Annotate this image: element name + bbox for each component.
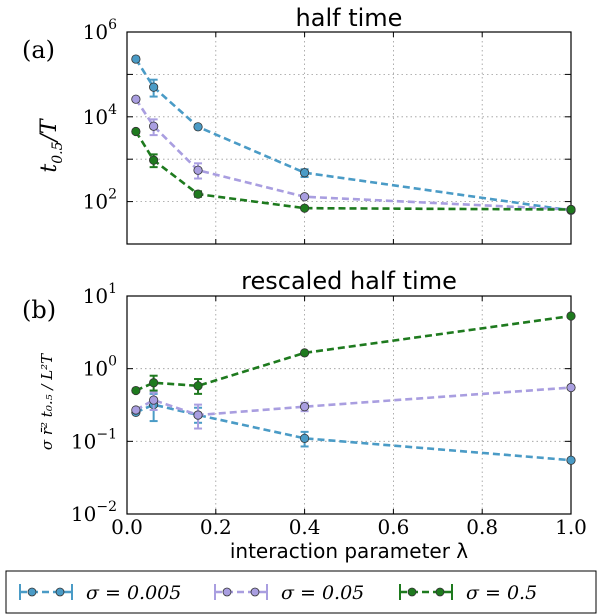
- panel-b-data-point: [566, 311, 576, 321]
- panel-b-title: rescaled half time: [241, 267, 457, 295]
- panel-b-ytick-label: 100: [83, 354, 117, 381]
- panel-a-data-point: [193, 189, 203, 199]
- panel-a-ytick-label: 104: [83, 102, 117, 129]
- panel-a-data-point: [149, 82, 159, 92]
- panel-a-data-point: [131, 126, 141, 137]
- panel-b-data-point: [299, 348, 310, 358]
- panel-b-data-point: [149, 378, 159, 388]
- panel-a-data-point: [566, 204, 576, 215]
- panel-b-ylabel: σ r̄² t₀.₅ / L²T: [38, 353, 56, 450]
- panel-b-series-line: [135, 386, 572, 417]
- legend-marker: [222, 587, 232, 597]
- panel-b-yticks: 10−2 10−1 100 101: [71, 281, 117, 526]
- panel-b-data-point: [193, 410, 203, 420]
- legend-marker: [27, 587, 37, 597]
- panel-a-data-point: [149, 155, 159, 165]
- panel-a-data-point: [193, 122, 203, 132]
- x-tick-label: 0.8: [466, 515, 498, 539]
- panel-b-data-point: [131, 385, 141, 396]
- panel-b: 10−2 10−1 100 101 rescaled half time (b) σ …: [22, 267, 576, 526]
- legend-marker: [407, 587, 417, 597]
- panel-b-series-line: [135, 403, 572, 462]
- panel-b-data-point: [566, 382, 576, 393]
- legend-label: σ = 0.005: [86, 582, 181, 604]
- panel-a-data-point: [149, 121, 159, 131]
- panel-a-label: (a): [22, 36, 55, 64]
- legend-marker: [250, 587, 260, 597]
- panel-a-series-0: [131, 54, 576, 216]
- panel-a-yticks: 102 104 106: [83, 17, 117, 214]
- panel-b-data-point: [299, 433, 310, 443]
- panel-b-data-point: [193, 381, 203, 391]
- panel-a: 102 104 106 half time (a) t0.5/T: [22, 4, 576, 245]
- x-axis-ticks: 0.0 0.2 0.4 0.6 0.8 1.0: [111, 515, 587, 539]
- panel-a-series: [131, 54, 576, 216]
- panel-a-data-point: [193, 165, 203, 175]
- panel-a-ytick-label: 102: [83, 187, 117, 214]
- legend-entry: σ = 0.5: [399, 582, 537, 604]
- x-tick-label: 0.0: [111, 515, 143, 539]
- panel-b-series: [131, 311, 576, 465]
- legend-marker: [435, 587, 445, 597]
- panel-a-data-point: [131, 54, 141, 64]
- x-tick-label: 0.4: [289, 515, 321, 539]
- panel-a-series-2: [131, 126, 576, 215]
- panel-a-ylabel-sub: 0.5: [50, 141, 66, 163]
- panel-b-data-point: [131, 405, 141, 415]
- panel-a-data-point: [299, 168, 310, 178]
- x-tick-label: 0.2: [200, 515, 232, 539]
- legend: σ = 0.005 σ = 0.05 σ = 0.5: [5, 570, 597, 614]
- panel-b-ytick-label: 101: [83, 281, 117, 308]
- panel-a-series-line: [134, 58, 572, 212]
- panel-b-series-1: [131, 382, 576, 430]
- legend-entry: σ = 0.05: [214, 582, 364, 604]
- panel-b-series-2: [131, 311, 576, 396]
- panel-b-data-point: [299, 402, 310, 412]
- legend-marker: [55, 587, 65, 597]
- panel-a-ylabel-tail: /T: [37, 117, 62, 143]
- panel-b-label: (b): [22, 296, 56, 324]
- legend-entry: σ = 0.005: [19, 582, 181, 604]
- x-tick-label: 0.6: [377, 515, 409, 539]
- panel-a-ylabel: t0.5/T: [37, 117, 66, 173]
- x-axis-label: interaction parameter λ: [230, 539, 468, 563]
- panel-a-ylabel-main: t: [37, 164, 62, 173]
- panel-a-data-point: [131, 94, 141, 104]
- x-tick-label: 1.0: [555, 515, 587, 539]
- panel-b-ytick-label: 10−2: [71, 499, 117, 526]
- legend-label: σ = 0.5: [466, 582, 537, 604]
- panel-b-frame: [126, 295, 572, 515]
- panel-a-data-point: [299, 203, 310, 213]
- panel-a-ytick-label: 106: [83, 17, 117, 44]
- panel-b-series-line: [135, 314, 572, 392]
- panel-b-data-point: [566, 455, 576, 465]
- panel-b-grid: [126, 295, 572, 515]
- panel-a-data-point: [299, 192, 310, 202]
- legend-label: σ = 0.05: [281, 582, 364, 604]
- panel-a-grid: [126, 31, 572, 245]
- panel-a-frame: [126, 31, 572, 245]
- legend-frame: [5, 570, 597, 614]
- panel-a-title: half time: [296, 4, 403, 32]
- panel-b-ytick-label: 10−1: [71, 426, 117, 453]
- panel-b-data-point: [149, 395, 159, 405]
